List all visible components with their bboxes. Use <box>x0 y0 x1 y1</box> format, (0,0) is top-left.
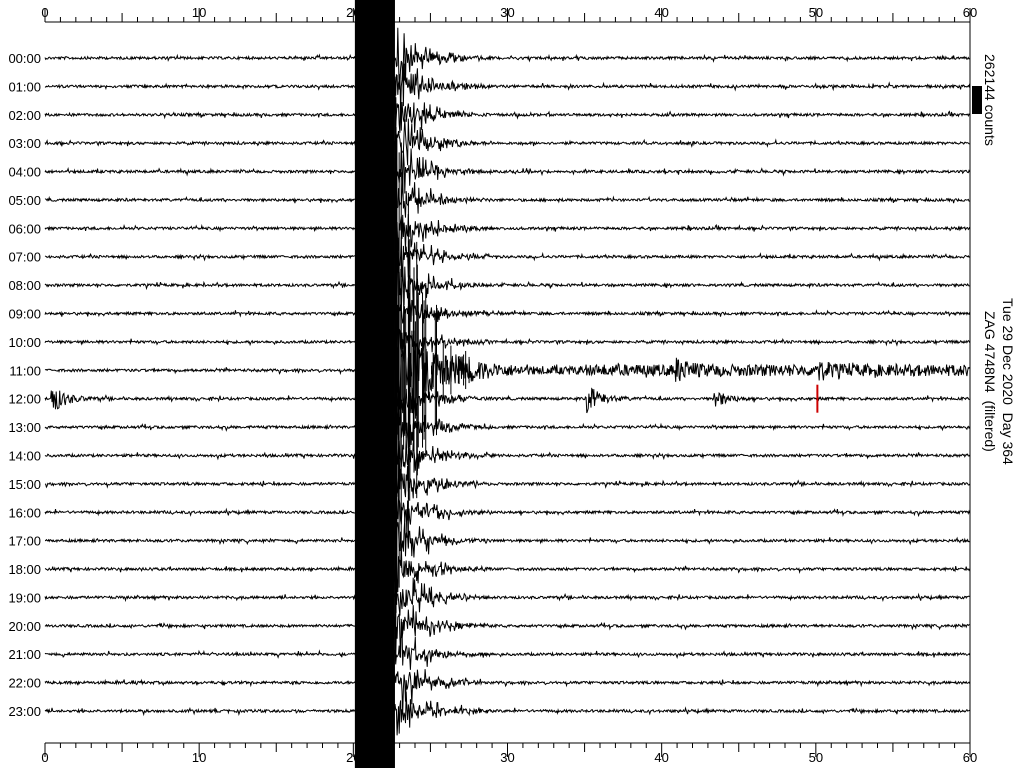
row-label: 12:00 <box>8 392 41 407</box>
row-label: 05:00 <box>8 193 41 208</box>
x-tick-label: 10 <box>192 5 206 20</box>
seismic-trace <box>44 299 971 341</box>
row-label: 03:00 <box>8 136 41 151</box>
seismic-trace <box>45 518 970 558</box>
row-label: 00:00 <box>8 51 41 66</box>
seismic-trace <box>44 424 971 471</box>
seismic-trace <box>44 605 970 661</box>
row-label: 19:00 <box>8 590 41 605</box>
x-tick-label: 60 <box>963 5 977 20</box>
row-label: 01:00 <box>8 79 41 94</box>
row-label: 20:00 <box>8 619 41 634</box>
row-label: 10:00 <box>8 335 41 350</box>
row-label: 18:00 <box>8 562 41 577</box>
row-label: 06:00 <box>8 221 41 236</box>
row-label: 07:00 <box>8 250 41 265</box>
chart-subtitle: ZAG 4748N4 (filtered) <box>982 311 998 452</box>
seismic-trace <box>44 252 970 321</box>
x-tick-label: 60 <box>963 750 977 765</box>
x-tick-label: 40 <box>654 750 668 765</box>
row-label: 14:00 <box>8 448 41 463</box>
seismic-trace <box>44 63 971 111</box>
x-tick-label: 0 <box>41 5 48 20</box>
seismic-trace <box>44 669 971 714</box>
row-label: 23:00 <box>8 704 41 719</box>
seismic-trace <box>44 27 970 90</box>
seismic-trace <box>44 231 970 278</box>
seismic-trace <box>44 118 970 179</box>
seismic-trace <box>44 176 970 218</box>
x-tick-label: 30 <box>500 750 514 765</box>
row-label: 04:00 <box>8 165 41 180</box>
x-tick-label: 10 <box>192 750 206 765</box>
row-label: 16:00 <box>8 505 41 520</box>
x-tick-label: 30 <box>500 5 514 20</box>
seismic-trace <box>44 447 971 508</box>
chart-title: Tue 29 Dec 2020 Day 364 <box>1000 298 1016 465</box>
seismic-trace <box>44 394 971 449</box>
seismic-trace <box>44 691 970 736</box>
row-label: 22:00 <box>8 676 41 691</box>
seismic-trace <box>44 308 971 358</box>
row-label: 17:00 <box>8 534 41 549</box>
x-tick-label: 50 <box>809 5 823 20</box>
x-tick-label: 0 <box>41 750 48 765</box>
row-label: 02:00 <box>8 108 41 123</box>
seismic-trace <box>44 544 971 600</box>
x-tick-label: 50 <box>809 750 823 765</box>
seismic-trace <box>44 577 970 616</box>
row-label: 11:00 <box>9 363 41 378</box>
seismic-trace <box>44 621 971 670</box>
seismic-trace <box>44 360 970 423</box>
seismic-trace <box>44 82 971 133</box>
row-label: 08:00 <box>8 278 41 293</box>
row-label: 09:00 <box>8 307 41 322</box>
x-tick-label: 40 <box>654 5 668 20</box>
seismic-trace <box>44 329 971 414</box>
row-label: 13:00 <box>8 420 41 435</box>
main-event-saturation <box>354 0 395 768</box>
scale-bar <box>972 86 982 114</box>
seismic-trace <box>44 483 971 538</box>
scale-label: 262144 counts <box>982 54 998 146</box>
seismic-trace <box>44 142 971 211</box>
row-label: 21:00 <box>8 647 41 662</box>
row-label: 15:00 <box>8 477 41 492</box>
seismic-trace <box>44 199 971 255</box>
